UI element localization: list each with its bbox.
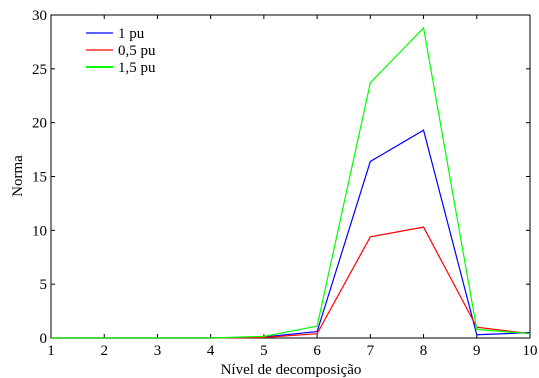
x-tick-label: 2 [100,343,108,359]
y-tick-label: 30 [32,8,47,24]
x-tick-label: 8 [420,343,428,359]
x-tick-label: 1 [47,343,55,359]
legend-label-1: 0,5 pu [118,43,156,59]
legend-label-0: 1 pu [118,26,145,42]
x-tick-label: 6 [313,343,321,359]
y-tick-label: 5 [40,277,48,293]
y-tick-label: 20 [32,116,47,132]
x-tick-label: 3 [154,343,162,359]
x-tick-label: 10 [523,343,538,359]
x-tick-label: 4 [207,343,215,359]
legend-label-2: 1,5 pu [118,60,156,76]
legend: 1 pu0,5 pu1,5 pu [86,26,156,76]
y-tick-label: 10 [32,223,47,239]
x-tick-label: 5 [260,343,268,359]
x-axis-label: Nível de decomposição [221,362,362,378]
series-line-2 [51,26,531,339]
y-tick-label: 0 [40,331,48,347]
y-tick-label: 15 [32,170,47,186]
x-tick-label: 7 [367,343,375,359]
x-tick-label: 9 [473,343,481,359]
y-tick-label: 25 [32,62,47,78]
y-axis-label: Norma [10,155,26,197]
